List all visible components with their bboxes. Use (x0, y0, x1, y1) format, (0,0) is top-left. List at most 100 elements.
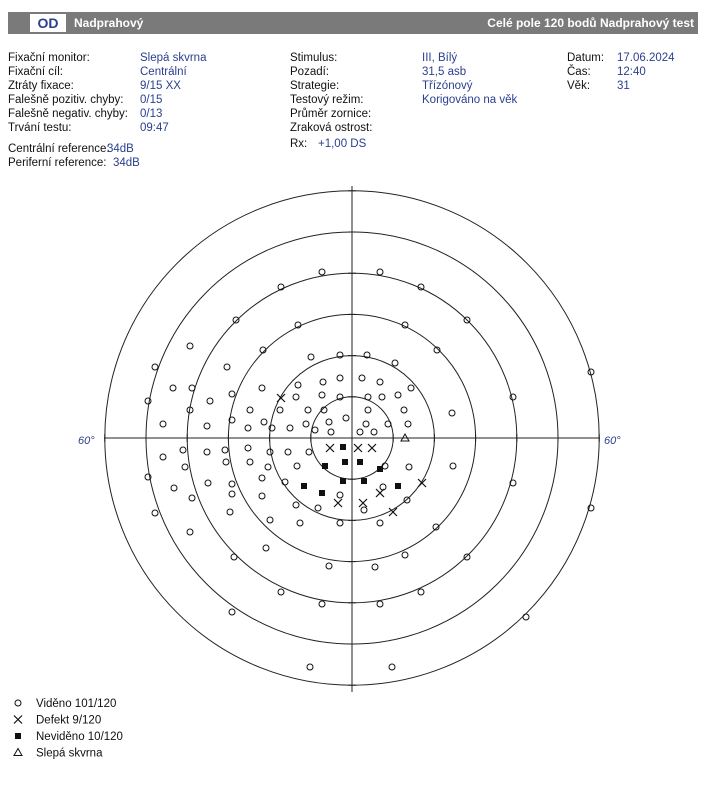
unseen-point (395, 483, 401, 489)
info-label: Průměr zornice: (290, 108, 372, 120)
seen-point (203, 448, 211, 456)
seen-point (228, 490, 236, 498)
unseen-point (340, 444, 346, 450)
blind-spot (13, 747, 23, 756)
seen-point (228, 480, 236, 488)
defect-point (325, 443, 335, 453)
seen-point (318, 391, 326, 399)
seen-point (179, 446, 187, 454)
defect-point (367, 443, 377, 453)
blind-spot (400, 432, 410, 442)
seen-point (144, 473, 152, 481)
seen-point (314, 504, 322, 512)
seen-point (221, 446, 229, 454)
info-value: 0/15 (140, 94, 163, 106)
seen-point (371, 563, 379, 571)
seen-point (401, 321, 409, 329)
seen-point (364, 393, 372, 401)
seen-point (259, 346, 267, 354)
seen-point (292, 393, 300, 401)
seen-point (360, 506, 368, 514)
seen-point (376, 519, 384, 527)
info-label: Stimulus: (290, 52, 338, 64)
eye: OD (30, 14, 66, 32)
seen-point (151, 509, 159, 517)
seen-point (281, 478, 289, 486)
defect-point (353, 443, 363, 453)
seen-point (407, 384, 415, 392)
seen-point (336, 393, 344, 401)
seen-point (364, 406, 372, 414)
seen-point (264, 463, 272, 471)
seen-point (403, 496, 411, 504)
unseen-point (357, 459, 363, 465)
defect-point (388, 507, 398, 517)
seen-point (170, 484, 178, 492)
seen-point (358, 374, 366, 382)
seen-point (186, 406, 194, 414)
seen-point (206, 397, 214, 405)
info-label: Datum: (567, 52, 605, 64)
seen-point (318, 268, 326, 276)
seen-point (432, 523, 440, 531)
seen-point (226, 508, 234, 516)
unseen-point (322, 463, 328, 469)
seen-point (246, 406, 254, 414)
info-label: Fixační cíl: (8, 66, 63, 78)
seen-point (159, 420, 167, 428)
seen-point (307, 353, 315, 361)
seen-point (325, 562, 333, 570)
info-label: Trvání testu: (8, 122, 72, 134)
defect-point (276, 393, 286, 403)
info-value: III, Bílý (422, 52, 458, 64)
ref-label: Periferní reference: (8, 157, 107, 169)
seen-point (292, 501, 300, 509)
seen-point (14, 699, 22, 707)
legend-label: Neviděno 10/120 (36, 731, 123, 743)
unseen-point (377, 466, 383, 472)
seen-point (223, 363, 231, 371)
seen-point (336, 374, 344, 382)
seen-point (244, 424, 252, 432)
seen-point (258, 492, 266, 500)
unseen-point (340, 478, 346, 484)
defect-point (13, 715, 23, 724)
seen-point (509, 479, 517, 487)
info-label: Ztráty fixace: (8, 80, 74, 92)
seen-point (204, 479, 212, 487)
unseen-point (361, 478, 367, 484)
info-value: 31,5 asb (422, 66, 467, 78)
legend-label: Defekt 9/120 (36, 715, 101, 727)
seen-point (522, 613, 530, 621)
seen-point (151, 363, 159, 371)
info-label: Falešně pozitiv. chyby: (8, 94, 124, 106)
info-value: 17.06.2024 (617, 52, 675, 64)
seen-point (262, 544, 270, 552)
seen-point (294, 321, 302, 329)
seen-point (405, 463, 413, 471)
seen-point (186, 528, 194, 536)
seen-point (268, 424, 276, 432)
seen-point (244, 444, 252, 452)
seen-point (379, 483, 387, 491)
seen-point (228, 416, 236, 424)
info-label: Zraková ostrost: (290, 122, 373, 134)
seen-point (336, 491, 344, 499)
seen-point (258, 384, 266, 392)
defect-point (358, 498, 368, 508)
header-bar (8, 12, 698, 34)
rx-label: Rx: (290, 138, 308, 150)
seen-point (327, 428, 335, 436)
seen-point (230, 553, 238, 561)
seen-point (336, 351, 344, 359)
info-label: Čas: (567, 66, 591, 78)
axis-label: 60° (604, 435, 621, 447)
seen-point (319, 378, 327, 386)
seen-point (260, 418, 268, 426)
ref-value: 34dB (107, 143, 134, 155)
defect-point (417, 478, 427, 488)
info-label: Věk: (567, 80, 591, 92)
seen-point (362, 420, 370, 428)
unseen-point (15, 733, 21, 739)
seen-point (384, 420, 392, 428)
